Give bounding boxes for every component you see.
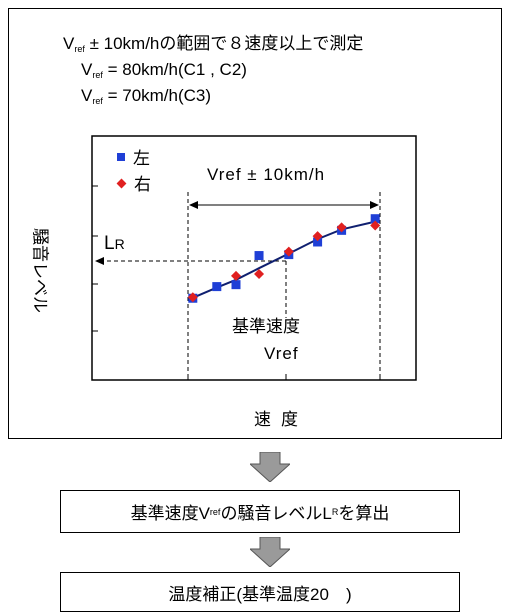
legend-right: 右: [116, 176, 151, 193]
diamond-marker-icon: [116, 178, 127, 189]
y-axis-ticks: [92, 185, 98, 332]
y-axis-label: 騒音レベル: [30, 228, 50, 313]
data-point-right: [254, 268, 265, 279]
data-point-right: [370, 220, 381, 231]
plot-frame: [91, 135, 417, 381]
data-point-left: [370, 214, 380, 224]
data-point-left: [313, 237, 323, 247]
range-label: Vref ± 10km/h: [207, 165, 326, 184]
data-point-right: [312, 231, 323, 242]
condition-line-3: Vref = 70km/h(C3): [81, 86, 212, 106]
data-point-left: [212, 282, 222, 292]
measurement-panel: Vref ± 10km/hの範囲で８速度以上で測定 Vref = 80km/h(…: [8, 8, 502, 439]
x-axis-ticks: [187, 374, 381, 380]
data-point-right: [187, 292, 198, 303]
condition-line-1: Vref ± 10km/hの範囲で８速度以上で測定: [63, 34, 364, 54]
ref-speed-sub-label: Vref: [264, 344, 299, 363]
ref-speed-label: 基準速度: [232, 317, 300, 336]
condition-line-2: Vref = 80km/h(C1 , C2): [81, 60, 247, 80]
data-point-right: [231, 270, 241, 281]
square-marker-icon: [117, 153, 125, 161]
x-axis-label: 速度: [254, 410, 308, 429]
temp-correction-box: 温度補正(基準温度20 ): [60, 572, 460, 612]
down-arrow-icon: [250, 452, 290, 482]
calc-lr-box: 基準速度V ref の騒音レベルL R を算出: [60, 490, 460, 533]
legend-left: 左: [117, 150, 150, 167]
data-point-right: [283, 246, 294, 257]
data-point-right: [336, 222, 347, 233]
down-arrow-icon-2: [250, 537, 290, 567]
data-point-left: [231, 280, 241, 290]
lr-label: LR: [104, 233, 125, 254]
data-point-left: [254, 251, 264, 261]
